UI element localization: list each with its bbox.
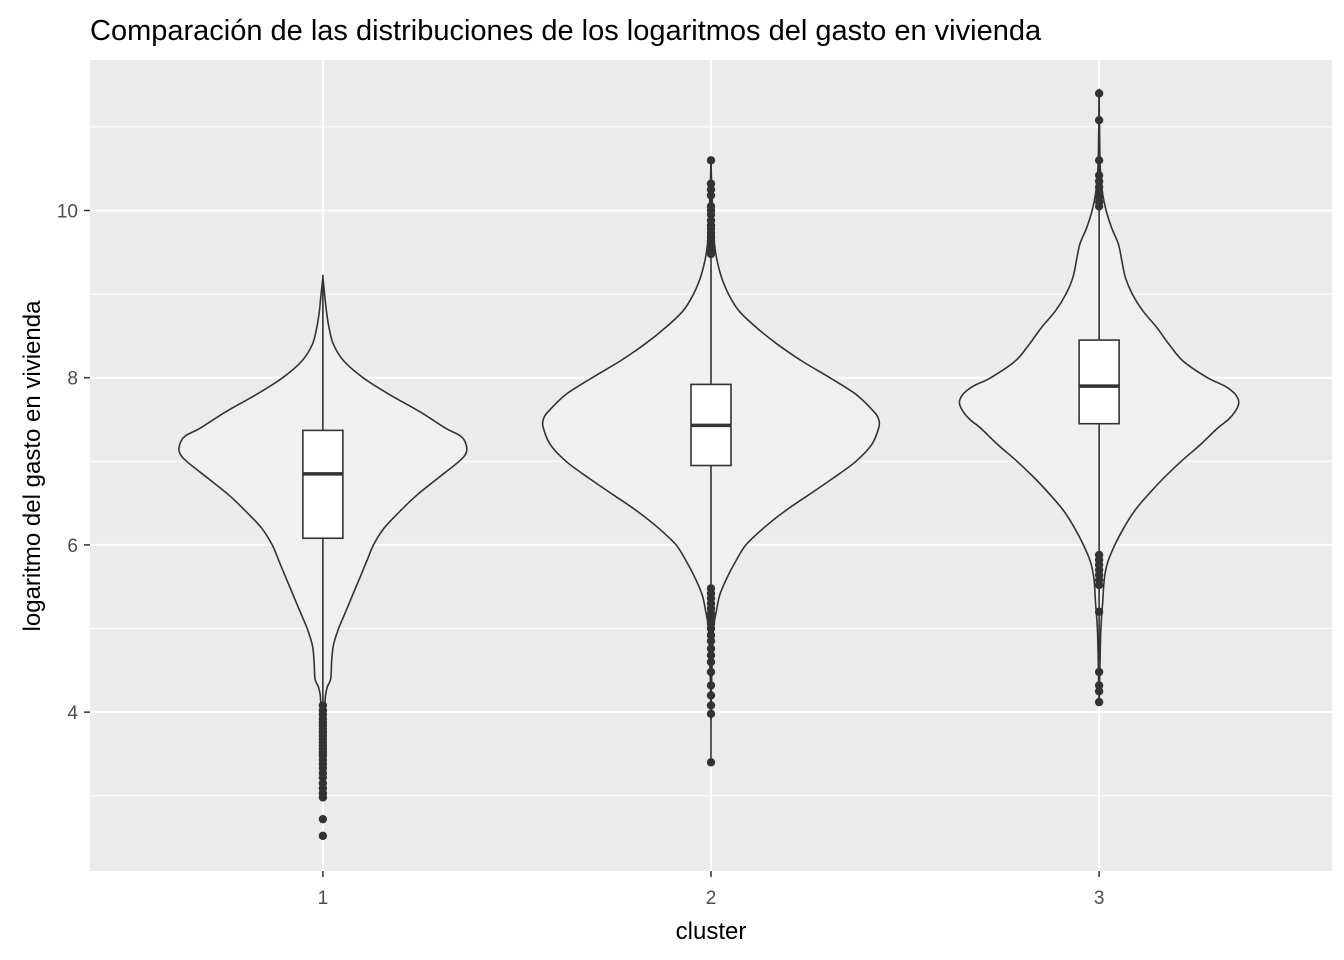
outlier-point	[1094, 687, 1104, 696]
outlier-point	[706, 667, 716, 677]
x-tick-label: 1	[318, 888, 329, 909]
y-tick-label: 10	[57, 201, 78, 222]
y-tick-label: 6	[67, 536, 78, 557]
outlier-point	[706, 191, 716, 200]
outlier-point	[706, 758, 716, 767]
outlier-point	[318, 814, 328, 824]
outlier-point	[706, 701, 716, 710]
outlier-point	[1094, 681, 1104, 690]
outlier-point	[1094, 607, 1104, 617]
outlier-point	[706, 210, 716, 219]
outlier-point	[1094, 667, 1104, 677]
x-tick-label: 2	[706, 888, 717, 909]
outlier-point	[706, 631, 716, 640]
outlier-point	[706, 249, 716, 259]
outlier-point	[1094, 202, 1104, 211]
outlier-point	[1094, 115, 1104, 125]
chart-title: Comparación de las distribuciones de los…	[90, 15, 1042, 47]
outlier-point	[706, 185, 716, 194]
box-3	[1078, 339, 1120, 425]
outlier-point	[706, 657, 716, 667]
box-1	[302, 429, 344, 540]
outlier-point	[1094, 171, 1104, 180]
outlier-point	[318, 831, 328, 841]
outlier-point	[706, 651, 716, 660]
outlier-point	[1094, 177, 1104, 186]
outlier-point	[706, 636, 716, 646]
outlier-point	[1094, 89, 1104, 98]
outlier-point	[318, 793, 328, 802]
outlier-point	[706, 691, 716, 700]
violins	[178, 88, 1240, 841]
outlier-point	[706, 624, 716, 633]
outlier-point	[706, 681, 716, 690]
outlier-point	[1094, 156, 1104, 165]
outlier-point	[706, 156, 716, 165]
outlier-point	[1094, 580, 1104, 590]
y-tick-label: 8	[67, 369, 78, 390]
y-axis-title: logaritmo del gasto en vivienda	[19, 300, 46, 632]
outlier-point	[706, 644, 716, 653]
outlier-point	[706, 179, 716, 188]
outlier-point	[318, 773, 328, 782]
x-axis-title: cluster	[676, 918, 747, 945]
outlier-point	[706, 709, 716, 719]
y-tick-label: 4	[67, 703, 78, 724]
outlier-point	[1094, 697, 1104, 707]
x-tick-label: 3	[1094, 888, 1105, 909]
